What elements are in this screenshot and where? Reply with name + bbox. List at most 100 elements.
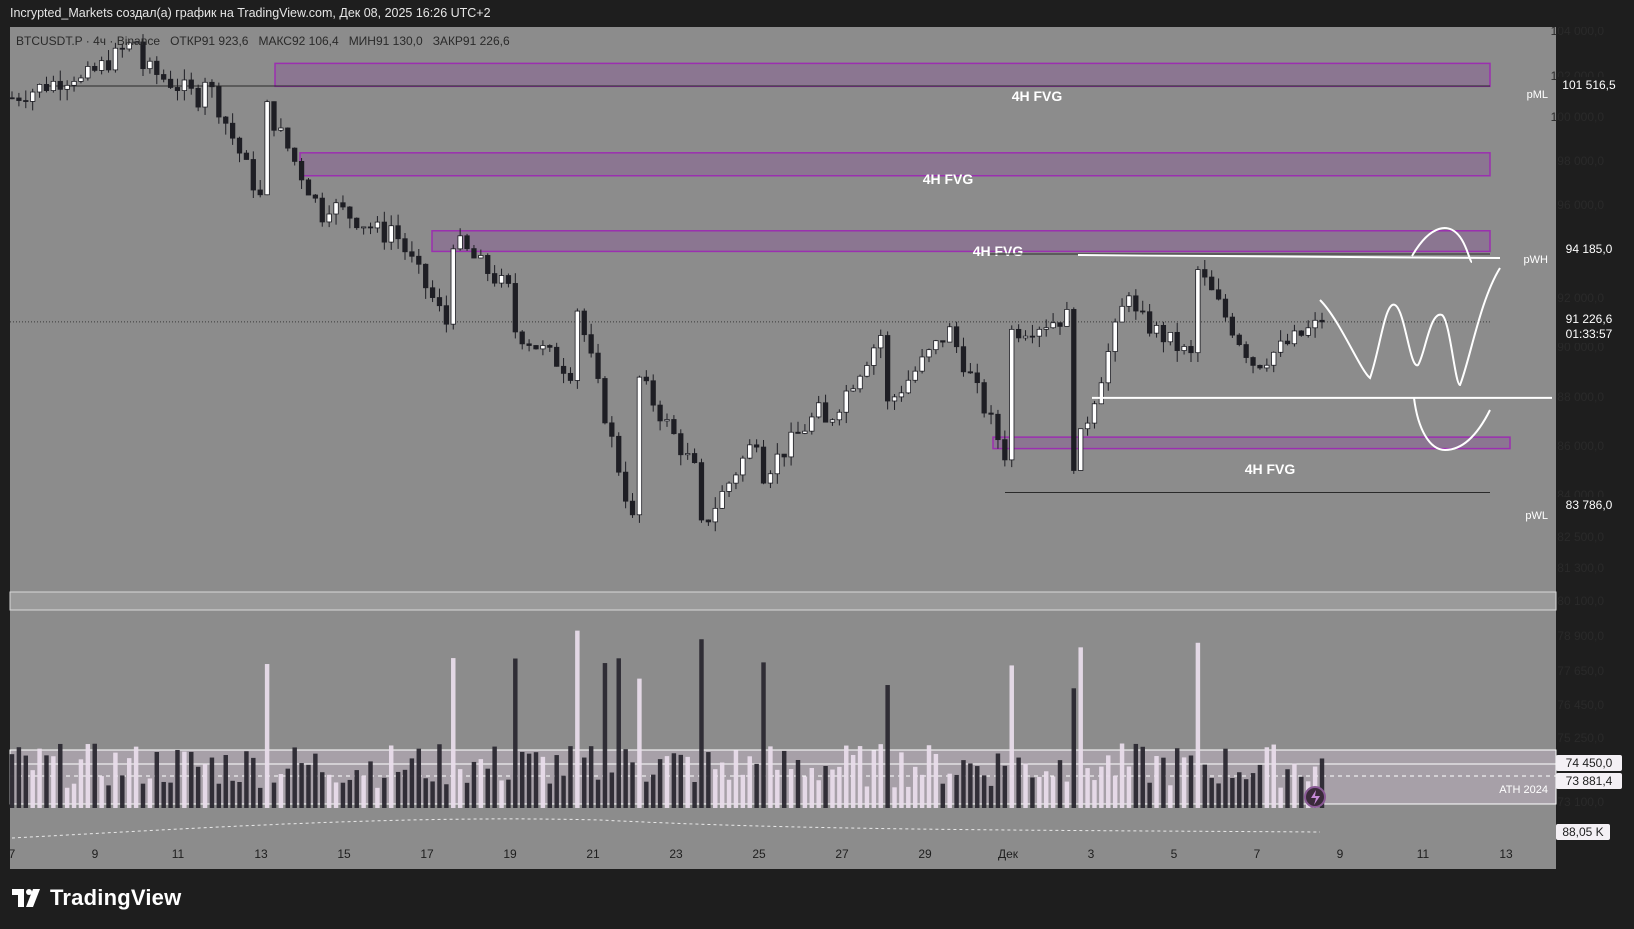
candle[interactable]: [99, 56, 105, 75]
candle[interactable]: [140, 34, 146, 77]
volume-badge[interactable]: 88,05 K: [1556, 824, 1610, 840]
candle[interactable]: [478, 249, 484, 259]
candle[interactable]: [188, 72, 194, 95]
candle[interactable]: [1036, 326, 1042, 348]
candle[interactable]: [650, 374, 656, 412]
candle[interactable]: [1298, 330, 1304, 337]
candle[interactable]: [554, 342, 560, 367]
candle[interactable]: [960, 337, 967, 377]
candle[interactable]: [354, 217, 360, 230]
candle[interactable]: [423, 263, 429, 299]
candle[interactable]: [602, 376, 608, 425]
candle[interactable]: [1126, 292, 1132, 313]
candle[interactable]: [409, 241, 415, 263]
candle[interactable]: [78, 74, 84, 84]
candle[interactable]: [560, 357, 567, 384]
candle[interactable]: [223, 115, 229, 135]
candle[interactable]: [609, 416, 615, 448]
candle[interactable]: [181, 69, 187, 101]
tradingview-logo[interactable]: TradingView: [12, 885, 181, 911]
candle[interactable]: [367, 222, 374, 235]
candle[interactable]: [1009, 325, 1015, 468]
candle[interactable]: [326, 205, 332, 228]
candle[interactable]: [1112, 318, 1118, 362]
candle[interactable]: [209, 79, 215, 98]
candle[interactable]: [850, 384, 856, 392]
candle[interactable]: [292, 147, 298, 166]
candle[interactable]: [174, 78, 181, 101]
candle[interactable]: [36, 83, 43, 98]
pwh-price-badge[interactable]: 94 185,0: [1556, 241, 1622, 257]
candle[interactable]: [547, 344, 553, 352]
candle[interactable]: [926, 348, 932, 363]
candle[interactable]: [1050, 313, 1056, 329]
candle[interactable]: [361, 226, 367, 235]
candle[interactable]: [995, 409, 1001, 449]
candle[interactable]: [871, 344, 877, 375]
candle[interactable]: [940, 340, 946, 348]
candle[interactable]: [1202, 259, 1208, 286]
candle[interactable]: [719, 485, 725, 509]
candle[interactable]: [381, 211, 387, 250]
candle[interactable]: [443, 295, 449, 333]
candle[interactable]: [1084, 416, 1091, 436]
candle[interactable]: [967, 363, 973, 374]
candle[interactable]: [464, 233, 470, 251]
candle[interactable]: [30, 88, 36, 111]
candle[interactable]: [754, 439, 760, 453]
candle[interactable]: [374, 216, 381, 233]
candle[interactable]: [919, 348, 925, 374]
candle[interactable]: [740, 455, 746, 482]
last-price-badge[interactable]: 91 226,601:33:57: [1556, 311, 1622, 343]
candle[interactable]: [92, 62, 98, 73]
candle[interactable]: [781, 453, 787, 467]
candle[interactable]: [230, 113, 236, 145]
candle[interactable]: [471, 244, 477, 259]
candle[interactable]: [236, 136, 243, 163]
candle[interactable]: [1057, 322, 1063, 335]
candle[interactable]: [885, 331, 891, 410]
candle[interactable]: [1229, 312, 1235, 338]
candle[interactable]: [947, 323, 953, 343]
candle[interactable]: [795, 421, 801, 434]
candle[interactable]: [629, 493, 636, 518]
candle[interactable]: [705, 519, 711, 526]
ath-bottom-badge[interactable]: 73 881,4: [1556, 773, 1622, 789]
candle[interactable]: [574, 308, 580, 389]
candle[interactable]: [912, 366, 918, 383]
candle[interactable]: [774, 443, 780, 484]
candle[interactable]: [878, 329, 884, 359]
candle[interactable]: [1319, 312, 1325, 329]
candle[interactable]: [485, 253, 491, 282]
candle[interactable]: [257, 180, 263, 198]
candle[interactable]: [533, 345, 539, 350]
legend-symbol[interactable]: BTCUSDT.P · 4ч · Binance: [16, 34, 161, 48]
candle[interactable]: [933, 339, 939, 355]
candle[interactable]: [498, 268, 505, 288]
candle[interactable]: [16, 92, 22, 107]
candle[interactable]: [1215, 278, 1222, 301]
candle[interactable]: [1278, 330, 1284, 357]
candle[interactable]: [691, 448, 698, 464]
candle[interactable]: [64, 80, 70, 101]
candle[interactable]: [1312, 312, 1318, 338]
alert-icon[interactable]: [1304, 786, 1326, 808]
candle[interactable]: [50, 75, 56, 93]
candle[interactable]: [905, 370, 911, 395]
candle[interactable]: [216, 82, 222, 124]
candle[interactable]: [71, 76, 77, 92]
candle[interactable]: [1022, 330, 1029, 341]
candle[interactable]: [450, 244, 456, 330]
candle[interactable]: [567, 367, 574, 384]
candle[interactable]: [388, 215, 394, 250]
candle[interactable]: [119, 43, 125, 58]
candle[interactable]: [1174, 322, 1180, 362]
candle[interactable]: [616, 432, 622, 476]
candle[interactable]: [623, 461, 629, 509]
candle[interactable]: [636, 375, 643, 523]
candle[interactable]: [505, 273, 512, 288]
candle[interactable]: [154, 56, 160, 85]
candle[interactable]: [1160, 321, 1167, 353]
candle[interactable]: [243, 150, 250, 160]
